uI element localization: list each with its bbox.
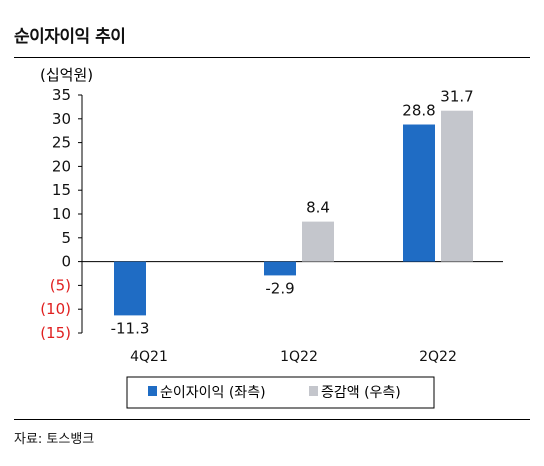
bar-change-2q22 (441, 110, 473, 262)
x-axis-categories: 4Q21 1Q22 2Q22 (130, 349, 457, 365)
y-tick-label: 25 (52, 134, 71, 152)
data-label: -11.3 (111, 319, 150, 337)
source-note: 자료: 토스뱅크 (14, 432, 95, 447)
bar-change-1q22 (302, 221, 334, 262)
data-label: 8.4 (306, 199, 330, 217)
data-label: 31.7 (440, 88, 473, 106)
y-tick-label: 0 (61, 253, 71, 271)
x-category-label: 2Q22 (419, 349, 457, 365)
y-tick-label: 10 (52, 205, 71, 223)
y-tick-label: 30 (52, 110, 71, 128)
bar-interest-income-2q22 (403, 124, 435, 262)
legend-swatch-change (309, 386, 318, 396)
y-tick-label: 15 (52, 181, 71, 199)
legend-box (126, 376, 435, 409)
y-axis-unit-label: (십억원) (40, 66, 93, 84)
x-category-label: 4Q21 (130, 349, 168, 365)
x-category-label: 1Q22 (280, 349, 318, 365)
footer-divider (14, 419, 530, 420)
y-axis-ticks: 35 30 25 20 15 10 5 0 (5) (10) (15) (40, 86, 82, 342)
legend: 순이자이익 (좌측) 증감액 (우측) (126, 376, 435, 409)
y-tick-label: 35 (52, 86, 71, 104)
y-tick-label: 5 (61, 229, 71, 247)
bar-interest-income-1q22 (264, 261, 296, 276)
title-divider (14, 57, 530, 58)
legend-label-interest-income: 순이자이익 (좌측) (160, 385, 266, 401)
y-tick-label: (5) (50, 276, 71, 294)
y-tick-label: 20 (52, 157, 71, 175)
bars: -11.3 -2.9 28.8 8.4 31.7 (111, 88, 474, 338)
y-tick-label: (15) (40, 324, 71, 342)
legend-swatch-interest-income (148, 386, 157, 396)
chart-title: 순이자이익 추이 (14, 27, 126, 47)
legend-label-change: 증감액 (우측) (321, 385, 401, 401)
data-label: 28.8 (402, 102, 435, 120)
y-tick-label: (10) (40, 300, 71, 318)
data-label: -2.9 (265, 279, 294, 297)
bar-interest-income-4q21 (114, 261, 146, 316)
